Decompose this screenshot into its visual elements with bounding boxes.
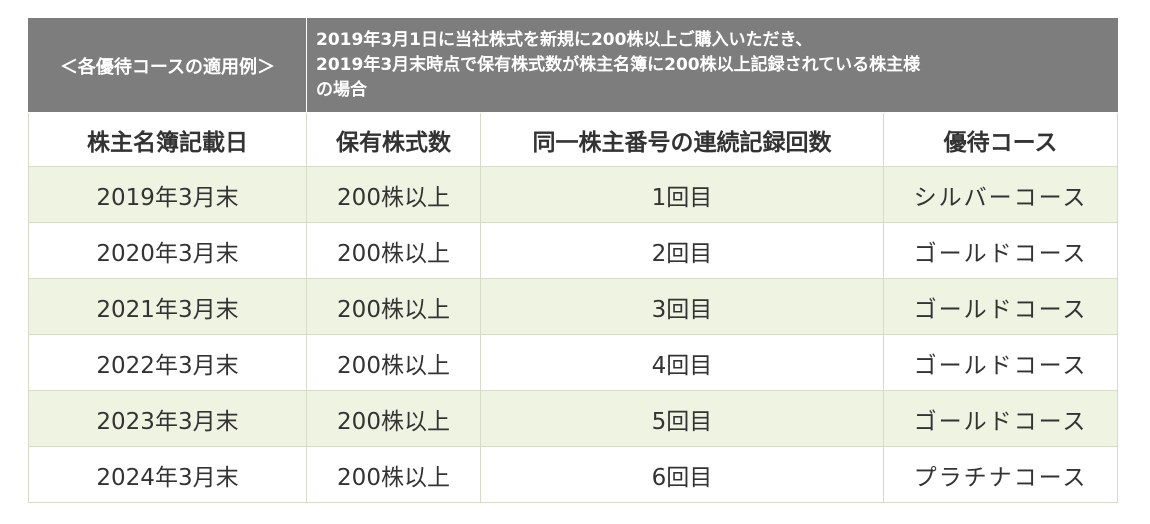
cell-shares: 200株以上 xyxy=(306,222,481,279)
cell-date: 2023年3月末 xyxy=(28,390,307,447)
cell-course: シルバーコース xyxy=(882,166,1119,223)
cell-count: 6回目 xyxy=(480,446,884,503)
table-row: 2022年3月末 200株以上 4回目 ゴールドコース xyxy=(28,334,1119,391)
description-line: の場合 xyxy=(316,80,367,100)
course-example-table-wrapper: ＜各優待コースの適用例＞ 2019年3月1日に当社株式を新規に200株以上ご購入… xyxy=(28,18,1119,503)
cell-course: ゴールドコース xyxy=(882,278,1119,335)
cell-shares: 200株以上 xyxy=(306,446,481,503)
table-row: 2020年3月末 200株以上 2回目 ゴールドコース xyxy=(28,222,1119,279)
column-header-row: 株主名簿記載日 保有株式数 同一株主番号の連続記録回数 優待コース xyxy=(28,112,1119,167)
cell-shares: 200株以上 xyxy=(306,390,481,447)
cell-date: 2024年3月末 xyxy=(28,446,307,503)
cell-course: ゴールドコース xyxy=(882,334,1119,391)
cell-count: 5回目 xyxy=(480,390,884,447)
cell-shares: 200株以上 xyxy=(306,334,481,391)
table-row: 2021年3月末 200株以上 3回目 ゴールドコース xyxy=(28,278,1119,335)
table-row: 2024年3月末 200株以上 6回目 プラチナコース xyxy=(28,446,1119,503)
cell-shares: 200株以上 xyxy=(306,166,481,223)
cell-course: ゴールドコース xyxy=(882,390,1119,447)
cell-count: 2回目 xyxy=(480,222,884,279)
description-line: 2019年3月1日に当社株式を新規に200株以上ご購入いただき、 xyxy=(316,30,813,50)
cell-course: プラチナコース xyxy=(882,446,1119,503)
cell-course: ゴールドコース xyxy=(882,222,1119,279)
table-row: 2019年3月末 200株以上 1回目 シルバーコース xyxy=(28,166,1119,223)
cell-date: 2020年3月末 xyxy=(28,222,307,279)
cell-date: 2022年3月末 xyxy=(28,334,307,391)
column-header-course: 優待コース xyxy=(882,112,1119,167)
cell-date: 2019年3月末 xyxy=(28,166,307,223)
cell-count: 4回目 xyxy=(480,334,884,391)
cell-shares: 200株以上 xyxy=(306,278,481,335)
column-header-shares: 保有株式数 xyxy=(306,112,481,167)
column-header-count: 同一株主番号の連続記録回数 xyxy=(480,112,884,167)
description-line: 2019年3月末時点で保有株式数が株主名簿に200株以上記録されている株主様 xyxy=(316,55,921,75)
cell-count: 3回目 xyxy=(480,278,884,335)
table-description: 2019年3月1日に当社株式を新規に200株以上ご購入いただき、 2019年3月… xyxy=(305,18,1119,113)
table-row: 2023年3月末 200株以上 5回目 ゴールドコース xyxy=(28,390,1119,447)
column-header-date: 株主名簿記載日 xyxy=(28,112,307,167)
table-title: ＜各優待コースの適用例＞ xyxy=(28,18,307,113)
cell-date: 2021年3月末 xyxy=(28,278,307,335)
table-header-row: ＜各優待コースの適用例＞ 2019年3月1日に当社株式を新規に200株以上ご購入… xyxy=(28,18,1119,113)
cell-count: 1回目 xyxy=(480,166,884,223)
course-example-table: ＜各優待コースの適用例＞ 2019年3月1日に当社株式を新規に200株以上ご購入… xyxy=(28,18,1119,503)
